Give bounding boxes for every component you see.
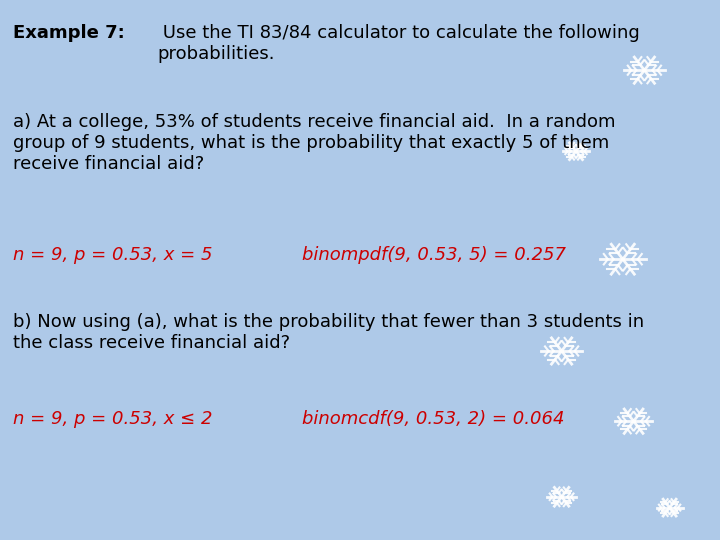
Text: binompdf(9, 0.53, 5) = 0.257: binompdf(9, 0.53, 5) = 0.257 xyxy=(302,246,567,264)
Text: binomcdf(9, 0.53, 2) = 0.064: binomcdf(9, 0.53, 2) = 0.064 xyxy=(302,410,565,428)
Text: Example 7:: Example 7: xyxy=(13,24,125,42)
Text: b) Now using (a), what is the probability that fewer than 3 students in
the clas: b) Now using (a), what is the probabilit… xyxy=(13,313,644,352)
Text: n = 9, p = 0.53, x = 5: n = 9, p = 0.53, x = 5 xyxy=(13,246,212,264)
Text: n = 9, p = 0.53, x ≤ 2: n = 9, p = 0.53, x ≤ 2 xyxy=(13,410,212,428)
Text: Use the TI 83/84 calculator to calculate the following
probabilities.: Use the TI 83/84 calculator to calculate… xyxy=(157,24,640,63)
Text: a) At a college, 53% of students receive financial aid.  In a random
group of 9 : a) At a college, 53% of students receive… xyxy=(13,113,616,173)
